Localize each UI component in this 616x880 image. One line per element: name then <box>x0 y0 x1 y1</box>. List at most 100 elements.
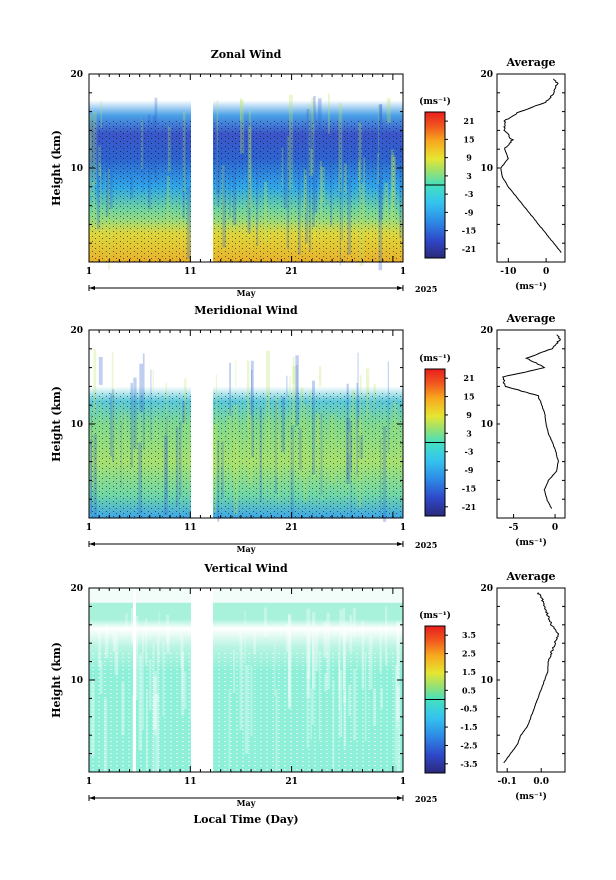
colorbar-tick-label: 1.5 <box>462 667 476 677</box>
heatmap-streak <box>315 630 319 672</box>
colorbar-tick-label: -9 <box>465 207 474 217</box>
heatmap-streak <box>317 98 322 141</box>
x-tick-label: 1 <box>86 267 92 277</box>
average-frame <box>496 73 566 263</box>
y-axis-label: Height (km) <box>50 130 63 206</box>
heatmap-streak <box>286 375 288 397</box>
heatmap-streak <box>345 621 348 642</box>
colorbar-tick-label: 3 <box>466 171 472 181</box>
x-axis-label: Local Time (Day) <box>193 813 298 826</box>
contour-speckle <box>89 121 403 262</box>
heatmap-streak <box>253 632 256 655</box>
colorbar-tick-label: -21 <box>462 244 476 254</box>
heatmap-streak <box>318 365 322 387</box>
heatmap-streak <box>379 624 382 673</box>
heatmap-streak <box>285 624 289 652</box>
colorbar-tick-label: -2.5 <box>460 740 477 750</box>
top-mask <box>89 588 403 603</box>
average-x-tick-label: -0.1 <box>497 777 516 787</box>
panel-title: Meridional Wind <box>194 304 298 317</box>
top-mask <box>89 330 403 346</box>
colorbar-tick-label: -3.5 <box>460 759 477 769</box>
average-x-label: (ms⁻¹) <box>515 281 547 292</box>
heatmap-streak <box>323 621 327 658</box>
arrow-left-icon <box>89 286 95 290</box>
heatmap-streak <box>295 355 299 426</box>
heatmap-streak <box>131 608 133 644</box>
average-frame <box>496 329 566 519</box>
colorbar-tick-label: 21 <box>463 373 474 383</box>
colorbar-unit-label: (ms⁻¹) <box>419 353 451 364</box>
x-tick-label: 1 <box>86 523 92 533</box>
month-label: May <box>237 544 256 554</box>
x-tick-label: 11 <box>184 777 197 787</box>
x-tick-label: 21 <box>285 777 298 787</box>
heatmap-streak <box>357 352 359 428</box>
heatmap-streak <box>98 627 102 668</box>
heatmap-streak <box>152 369 154 392</box>
y-axis-label: Height (km) <box>50 386 63 462</box>
average-y-tick-label: 10 <box>480 420 493 430</box>
average-frame <box>496 587 566 773</box>
colorbar-tick-label: -3 <box>465 189 474 199</box>
colorbar-tick-label: 3.5 <box>462 630 476 640</box>
heatmap-streak <box>235 360 237 387</box>
arrow-left-icon <box>89 796 95 800</box>
colorbar-tick-label: 0.5 <box>462 685 476 695</box>
data-gap <box>191 330 213 518</box>
average-profile-line <box>500 78 562 253</box>
heatmap-streak <box>244 610 246 665</box>
heatmap-streak <box>386 98 391 124</box>
heatmap-streak <box>166 631 170 654</box>
average-x-label: (ms⁻¹) <box>515 537 547 548</box>
arrow-right-icon <box>397 542 403 546</box>
top-mask <box>89 74 403 90</box>
colorbar-tick-label: 2.5 <box>462 649 476 659</box>
heatmap-streak <box>145 618 148 666</box>
x-tick-label: 11 <box>184 267 197 277</box>
colorbar-tick-label: 9 <box>466 153 472 163</box>
heatmap-streak <box>125 613 128 633</box>
arrow-left-icon <box>89 542 95 546</box>
heatmap-field <box>89 588 403 800</box>
heatmap-streak <box>352 608 356 638</box>
heatmap-streak <box>292 356 295 384</box>
heatmap-streak <box>180 633 182 667</box>
heatmap-streak <box>139 363 143 412</box>
x-tick-label: 11 <box>184 523 197 533</box>
year-label: 2025 <box>415 794 437 804</box>
heatmap-field <box>89 74 403 271</box>
average-profile-line <box>501 334 562 509</box>
y-axis-label: Height (km) <box>50 642 63 718</box>
heatmap-streak <box>240 97 242 121</box>
y-tick-label: 20 <box>70 326 83 336</box>
average-y-tick-label: 10 <box>480 676 493 686</box>
heatmap-streak <box>105 624 109 658</box>
heatmap-streak <box>349 615 353 652</box>
heatmap-streak <box>313 95 316 125</box>
average-title: Average <box>505 570 555 583</box>
heatmap-streak <box>98 356 103 385</box>
colorbar-tick-label: 15 <box>463 392 474 402</box>
colorbar-tick-label: 3 <box>466 428 472 438</box>
heatmap-streak <box>397 621 400 680</box>
arrow-right-icon <box>397 796 403 800</box>
colorbar-unit-label: (ms⁻¹) <box>419 610 451 621</box>
heatmap-streak <box>158 612 160 663</box>
x-tick-label: 1 <box>400 777 406 787</box>
heatmap-field <box>89 330 403 522</box>
average-y-tick-label: 10 <box>480 164 493 174</box>
colorbar-tick-label: -1.5 <box>460 722 477 732</box>
arrow-right-icon <box>397 286 403 290</box>
average-title: Average <box>505 56 555 69</box>
average-x-label: (ms⁻¹) <box>515 791 547 802</box>
colorbar-tick-label: -15 <box>462 483 476 493</box>
average-title: Average <box>505 312 555 325</box>
heatmap-streak <box>296 364 298 400</box>
y-tick-label: 10 <box>70 420 83 430</box>
x-tick-label: 1 <box>400 523 406 533</box>
colorbar-tick-label: 15 <box>463 134 474 144</box>
y-tick-label: 20 <box>70 70 83 80</box>
